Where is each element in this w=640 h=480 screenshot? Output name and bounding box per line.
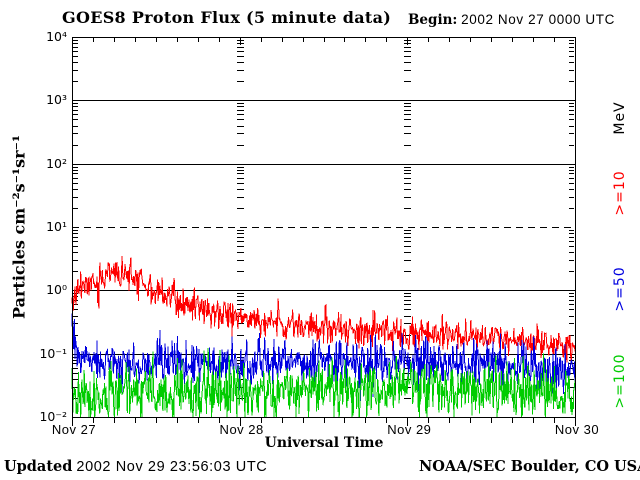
begin-timestamp: Begin: 2002 Nov 27 0000 UTC [408,12,615,28]
series-line-ge10 [71,256,576,363]
plot-frame [72,37,576,418]
y-tick-label: 10⁴ [46,29,67,44]
series-line-ge100 [71,348,576,418]
legend-series-label: >=100 [612,353,628,409]
updated-label: Updated [4,458,73,475]
legend-series-label: >=50 [612,266,628,312]
y-tick-label: 10⁰ [46,282,67,298]
legend-units-label: MeV [612,101,628,135]
x-tick-label: Nov 29 [387,422,432,437]
x-axis-label: Universal Time [264,435,384,451]
y-tick-label: 10¹ [46,219,67,234]
x-tick-label: Nov 27 [51,422,97,437]
x-tick-label: Nov 28 [219,422,264,437]
x-tick-label: Nov 30 [554,422,600,437]
begin-label: Begin: [408,12,458,28]
y-tick-label: 10⁻¹ [39,345,67,361]
updated-timestamp: Updated 2002 Nov 29 23:56:03 UTC [4,458,267,475]
y-tick-label: 10² [46,155,67,171]
y-tick-label: 10³ [46,92,67,108]
series-line-ge50 [71,313,576,406]
updated-value: 2002 Nov 29 23:56:03 UTC [76,459,268,475]
y-tick-label: 10⁻² [39,409,67,424]
legend-series-label: >=10 [612,170,628,216]
begin-value: 2002 Nov 27 0000 UTC [461,12,615,27]
chart-title: GOES8 Proton Flux (5 minute data) [62,8,392,27]
noaa-credit: NOAA/SEC Boulder, CO USA [419,458,640,475]
